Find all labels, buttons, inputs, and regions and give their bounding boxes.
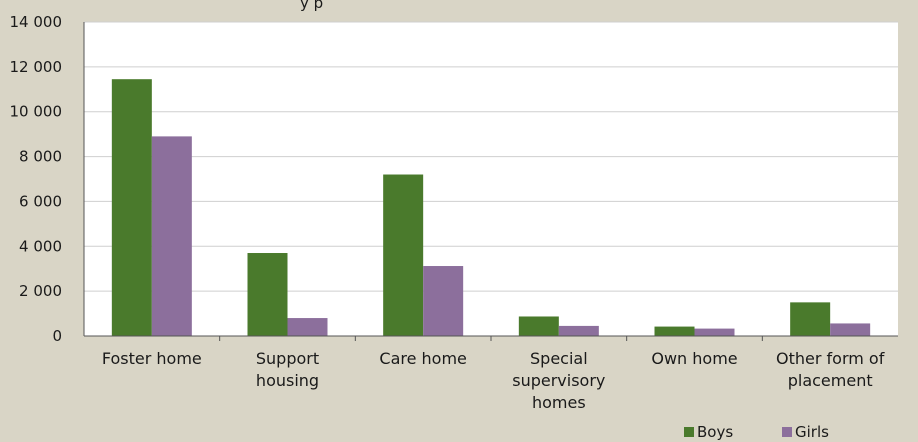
x-category-label: Care home	[379, 349, 467, 368]
bar-boys	[383, 174, 424, 336]
x-category-label-line: Other form of	[776, 349, 885, 368]
bar-girls	[830, 323, 871, 336]
bars	[111, 79, 871, 336]
y-tick-label: 12 000	[10, 58, 63, 76]
bar-girls	[151, 136, 192, 336]
x-category-label: Own home	[651, 349, 737, 368]
bar-girls	[287, 318, 328, 336]
x-category-label-line: Care home	[379, 349, 467, 368]
bar-boys	[654, 326, 695, 336]
axes	[83, 22, 898, 341]
y-tick-label: 4 000	[19, 237, 62, 255]
chart-title: y p	[300, 0, 323, 12]
legend-swatch-girls	[782, 427, 792, 437]
legend-label-girls: Girls	[795, 423, 829, 441]
y-tick-label: 8 000	[19, 148, 62, 166]
bar-girls	[423, 266, 464, 336]
y-axis-ticks: 0 2 000 4 000 6 000 8 000 10 000 12 000 14 000	[10, 13, 63, 345]
x-category-label-line: Own home	[651, 349, 737, 368]
x-axis-labels: Foster home Support housing Care home Specia…	[102, 349, 885, 412]
x-category-label-line: homes	[532, 393, 586, 412]
x-category-label: Other form of placement	[776, 349, 885, 390]
grid	[84, 21, 898, 292]
x-category-label-line: supervisory	[512, 371, 605, 390]
y-tick-label: 14 000	[10, 13, 63, 31]
x-category-label-line: Support	[256, 349, 319, 368]
y-tick-label: 6 000	[19, 192, 62, 210]
legend-swatch-boys	[684, 427, 694, 437]
bar-girls	[694, 328, 735, 336]
x-category-label: Special supervisory homes	[512, 349, 605, 412]
x-category-label-line: Special	[530, 349, 588, 368]
x-category-label: Support housing	[256, 349, 319, 390]
bar-boys	[111, 79, 152, 336]
y-tick-label: 10 000	[10, 103, 63, 121]
y-tick-label: 2 000	[19, 282, 62, 300]
x-category-label: Foster home	[102, 349, 202, 368]
x-category-label-line: Foster home	[102, 349, 202, 368]
bar-girls	[558, 325, 599, 336]
bar-boys	[247, 253, 288, 336]
legend: Boys Girls	[684, 423, 829, 441]
legend-label-boys: Boys	[697, 423, 733, 441]
x-category-label-line: placement	[788, 371, 873, 390]
bar-boys	[518, 316, 559, 336]
y-tick-label: 0	[52, 327, 62, 345]
plot-area	[84, 22, 898, 336]
bar-boys	[790, 302, 831, 336]
x-category-label-line: housing	[256, 371, 319, 390]
